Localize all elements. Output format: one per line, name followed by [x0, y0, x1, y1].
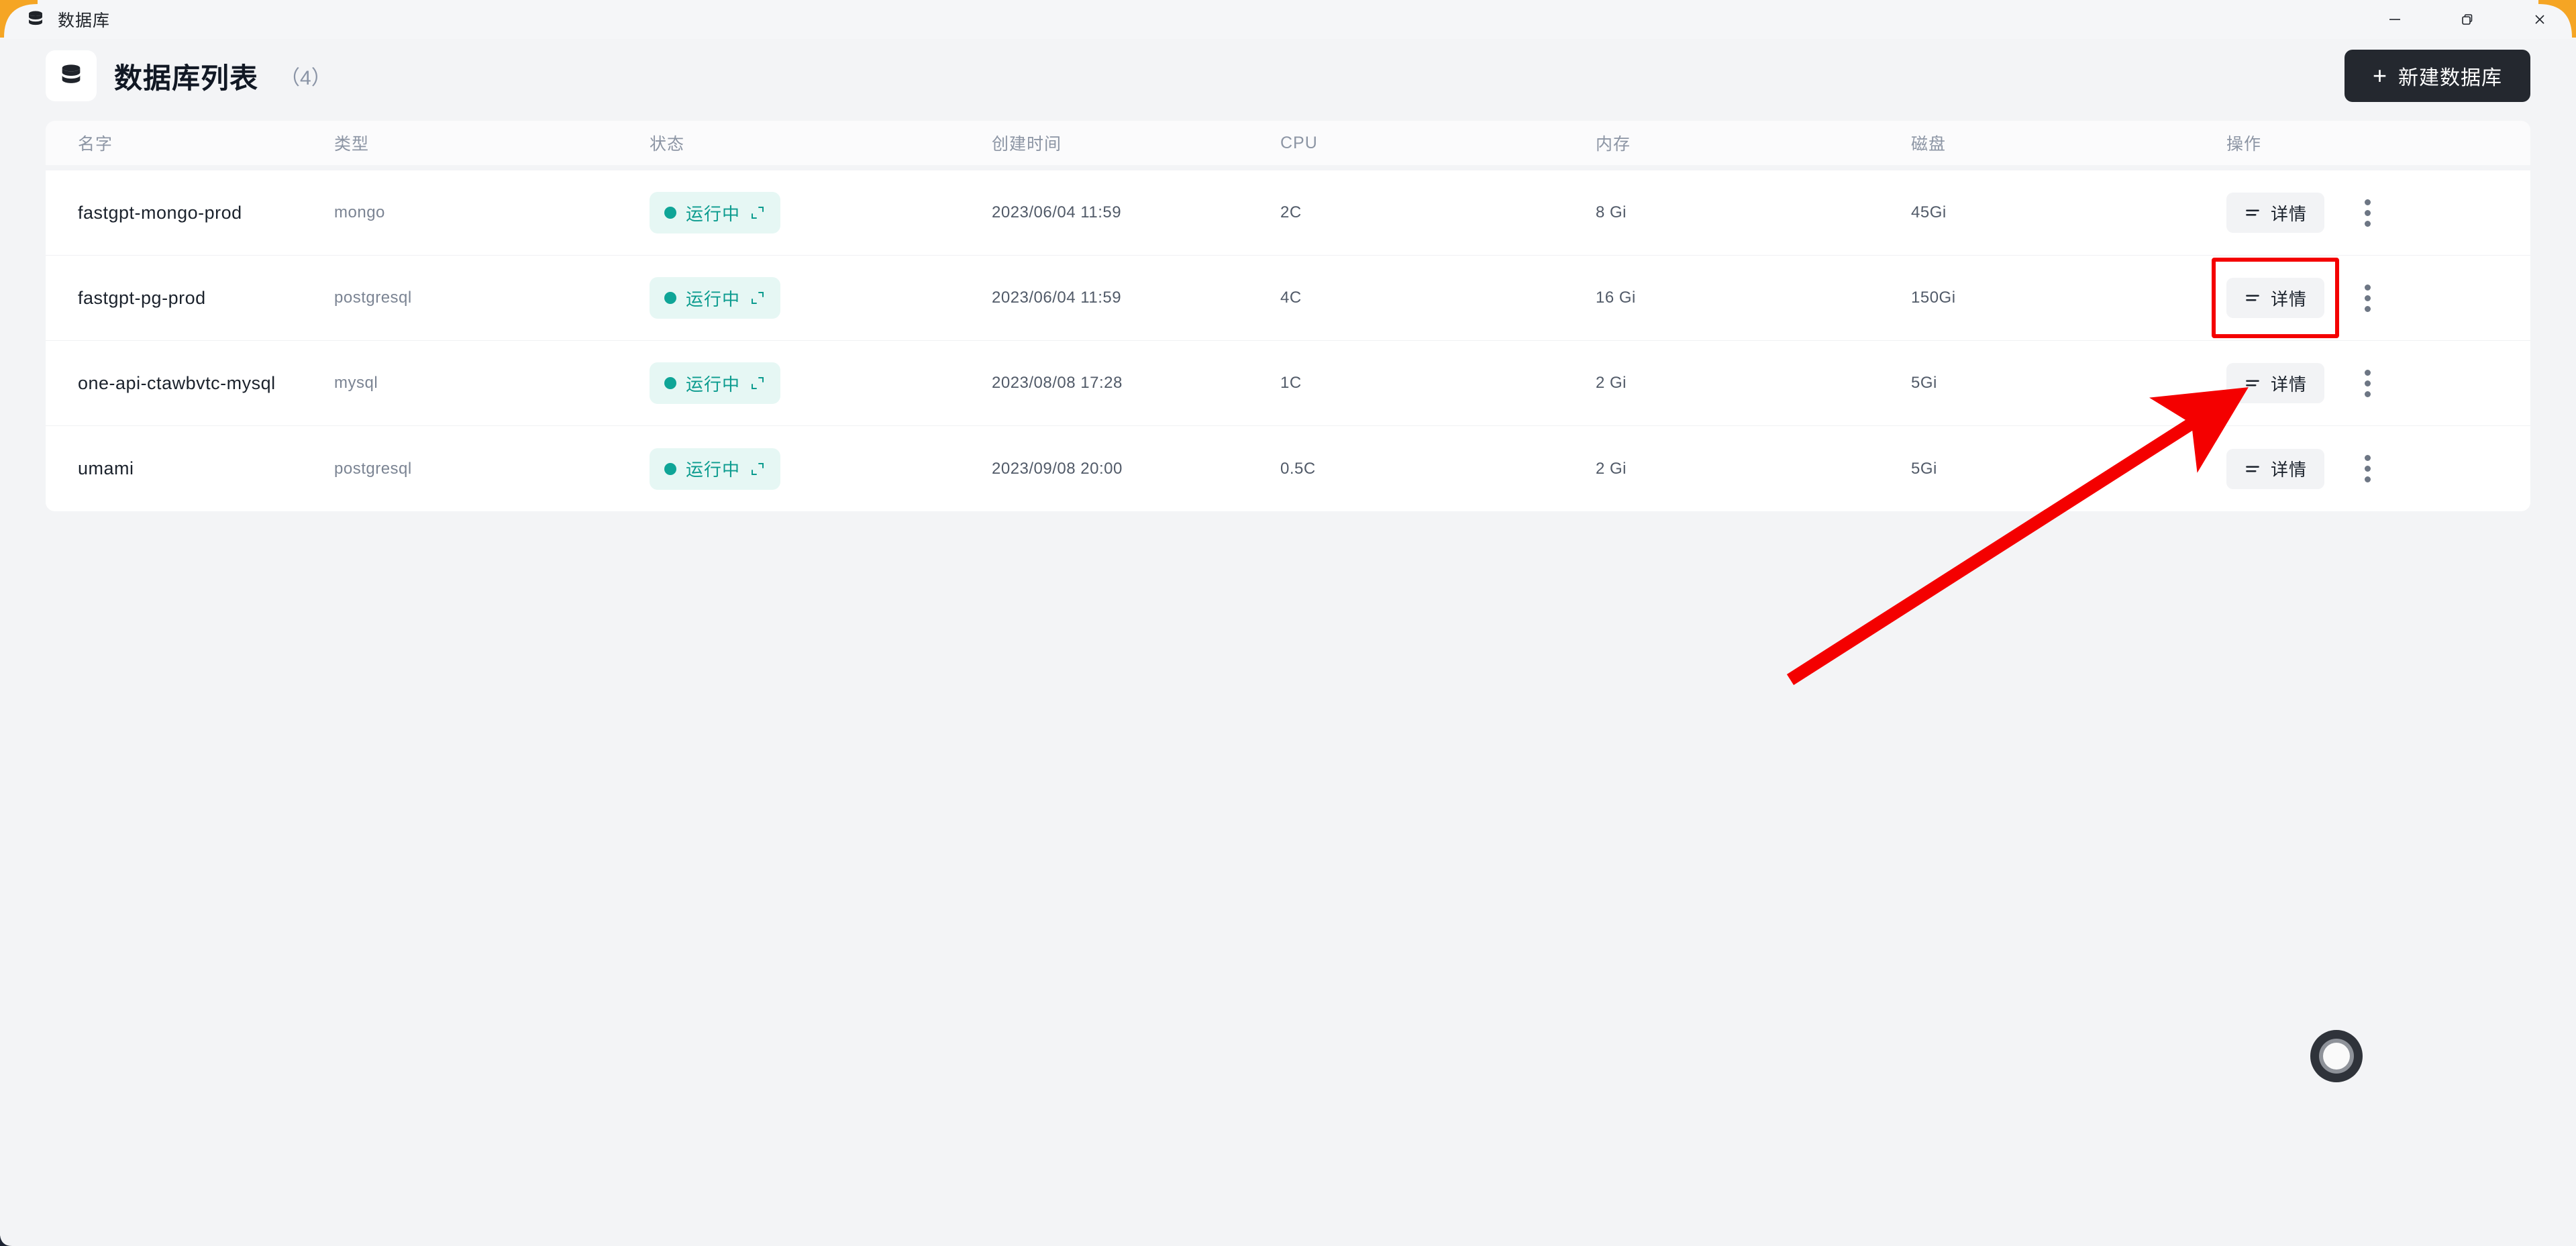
- detail-button-label: 详情: [2271, 374, 2308, 395]
- window-titlebar: 数据库: [0, 0, 2576, 39]
- window-title: 数据库: [58, 11, 111, 30]
- cell-type: postgresql: [334, 459, 412, 478]
- cursor-indicator: [2310, 1030, 2363, 1082]
- cell-create-time: 2023/09/08 20:00: [992, 459, 1123, 478]
- plus-icon: +: [2372, 62, 2387, 89]
- row-operations: 详情: [2212, 258, 2530, 338]
- database-icon: [46, 50, 97, 101]
- column-header-cpu: CPU: [1280, 133, 1318, 152]
- table-row[interactable]: one-api-ctawbvtc-mysql mysql 运行中 2023/08/08…: [46, 341, 2530, 426]
- detail-button-label: 详情: [2271, 203, 2308, 224]
- status-label: 运行中: [686, 460, 741, 480]
- list-icon: [2244, 374, 2261, 392]
- cell-disk: 5Gi: [1911, 459, 1937, 478]
- column-header-operations: 操作: [2226, 135, 2262, 154]
- cell-name: umami: [78, 458, 134, 478]
- column-header-time: 创建时间: [992, 135, 1062, 154]
- table-row[interactable]: umami postgresql 运行中 2023/09/08 20:00 0.5C 2 …: [46, 426, 2530, 511]
- database-icon: [25, 9, 46, 30]
- list-icon: [2244, 204, 2261, 221]
- detail-button[interactable]: 详情: [2226, 278, 2325, 318]
- expand-icon[interactable]: [750, 290, 766, 306]
- cell-memory: 8 Gi: [1596, 203, 1627, 221]
- close-icon[interactable]: [2504, 0, 2576, 39]
- detail-button[interactable]: 详情: [2226, 193, 2325, 233]
- new-database-button-label: 新建数据库: [2398, 67, 2502, 89]
- cell-type: postgresql: [334, 289, 412, 307]
- cell-disk: 5Gi: [1911, 374, 1937, 392]
- cell-create-time: 2023/06/04 11:59: [992, 289, 1122, 307]
- restore-icon[interactable]: [2431, 0, 2504, 39]
- status-badge[interactable]: 运行中: [650, 277, 781, 319]
- status-dot-icon: [664, 292, 676, 304]
- row-operations: 详情: [2226, 193, 2530, 233]
- detail-button-label: 详情: [2271, 460, 2308, 480]
- cell-memory: 2 Gi: [1596, 374, 1627, 392]
- titlebar-left-group: 数据库: [0, 7, 110, 32]
- row-operations: 详情: [2226, 448, 2530, 489]
- status-label: 运行中: [686, 374, 741, 395]
- table-row[interactable]: fastgpt-pg-prod postgresql 运行中 2023/06/04 1…: [46, 256, 2530, 341]
- cell-memory: 16 Gi: [1596, 289, 1636, 307]
- cell-name: fastgpt-pg-prod: [78, 287, 206, 308]
- column-header-status: 状态: [650, 135, 685, 154]
- page-header-left: 数据库列表 （4）: [46, 50, 331, 101]
- table-body: fastgpt-mongo-prod mongo 运行中 2023/06/04 11:…: [46, 170, 2530, 511]
- status-badge[interactable]: 运行中: [650, 362, 781, 404]
- detail-button[interactable]: 详情: [2226, 363, 2325, 403]
- detail-button[interactable]: 详情: [2226, 448, 2325, 489]
- cell-type: mongo: [334, 203, 385, 221]
- column-header-disk: 磁盘: [1911, 135, 1947, 154]
- status-dot-icon: [664, 377, 676, 389]
- expand-icon[interactable]: [750, 461, 766, 477]
- cell-cpu: 4C: [1280, 289, 1302, 307]
- status-dot-icon: [664, 207, 676, 219]
- table-row[interactable]: fastgpt-mongo-prod mongo 运行中 2023/06/04 11:…: [46, 170, 2530, 256]
- list-icon: [2244, 460, 2261, 478]
- page-root: 数据库列表 （4） + 新建数据库 名字 类型 状态 创建时间 CPU 内存 磁…: [0, 39, 2576, 1246]
- page-title-count: （4）: [280, 67, 331, 89]
- expand-icon[interactable]: [750, 375, 766, 391]
- status-badge[interactable]: 运行中: [650, 192, 781, 233]
- more-options-icon[interactable]: [2350, 193, 2385, 233]
- column-header-name: 名字: [78, 135, 113, 154]
- cell-create-time: 2023/08/08 17:28: [992, 374, 1123, 392]
- cursor-ring-mid: [2319, 1039, 2354, 1074]
- minimize-icon[interactable]: [2359, 0, 2431, 39]
- column-header-type: 类型: [334, 135, 370, 154]
- cell-cpu: 2C: [1280, 203, 1302, 221]
- column-header-memory: 内存: [1596, 135, 1631, 154]
- expand-icon[interactable]: [750, 205, 766, 221]
- cell-cpu: 1C: [1280, 374, 1302, 392]
- status-label: 运行中: [686, 203, 741, 224]
- table-header-row: 名字 类型 状态 创建时间 CPU 内存 磁盘 操作: [46, 121, 2530, 165]
- detail-button-label: 详情: [2271, 289, 2308, 309]
- list-icon: [2244, 289, 2261, 307]
- status-dot-icon: [664, 462, 676, 475]
- cell-type: mysql: [334, 374, 378, 392]
- status-badge[interactable]: 运行中: [650, 448, 781, 490]
- row-operations: 详情: [2226, 363, 2530, 403]
- cell-cpu: 0.5C: [1280, 459, 1316, 478]
- more-options-icon[interactable]: [2350, 363, 2385, 403]
- page-title: 数据库列表: [114, 62, 259, 94]
- cell-name: one-api-ctawbvtc-mysql: [78, 372, 276, 393]
- database-table: 名字 类型 状态 创建时间 CPU 内存 磁盘 操作 fastgpt-mongo…: [46, 121, 2530, 511]
- more-options-icon[interactable]: [2350, 278, 2385, 318]
- new-database-button[interactable]: + 新建数据库: [2344, 50, 2530, 102]
- cell-disk: 150Gi: [1911, 289, 1956, 307]
- cell-disk: 45Gi: [1911, 203, 1947, 221]
- cell-name: fastgpt-mongo-prod: [78, 202, 242, 223]
- more-options-icon[interactable]: [2350, 449, 2385, 489]
- window-controls: [2359, 0, 2576, 39]
- cursor-ring-core: [2323, 1043, 2350, 1070]
- cell-memory: 2 Gi: [1596, 459, 1627, 478]
- cell-create-time: 2023/06/04 11:59: [992, 203, 1122, 221]
- status-label: 运行中: [686, 289, 741, 309]
- page-header: 数据库列表 （4） + 新建数据库: [0, 39, 2576, 113]
